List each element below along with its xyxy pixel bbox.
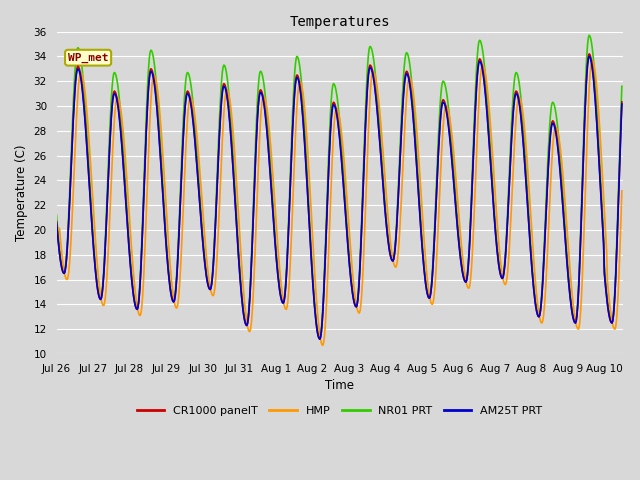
CR1000 panelT [459, 271, 467, 277]
NR01 PRT [132, 301, 140, 307]
NR01 PRT [459, 268, 467, 274]
HMP [473, 151, 481, 157]
NR01 PRT [618, 84, 626, 89]
CR1000 panelT [315, 336, 323, 341]
AM25T PRT [315, 336, 323, 341]
AM25T PRT [316, 336, 324, 342]
NR01 PRT [55, 240, 63, 245]
HMP [315, 326, 323, 332]
HMP [52, 225, 60, 231]
HMP [588, 57, 596, 63]
CR1000 panelT [55, 244, 63, 250]
AM25T PRT [52, 219, 60, 225]
CR1000 panelT [473, 82, 481, 88]
AM25T PRT [55, 244, 63, 250]
CR1000 panelT [52, 219, 60, 225]
Line: NR01 PRT: NR01 PRT [56, 35, 622, 336]
NR01 PRT [316, 334, 324, 339]
AM25T PRT [473, 84, 481, 90]
AM25T PRT [618, 101, 626, 107]
HMP [55, 225, 63, 231]
NR01 PRT [473, 65, 481, 71]
CR1000 panelT [618, 99, 626, 105]
AM25T PRT [294, 75, 301, 81]
HMP [319, 342, 326, 348]
Title: Temperatures: Temperatures [289, 15, 390, 29]
Text: WP_met: WP_met [68, 53, 108, 63]
X-axis label: Time: Time [325, 379, 354, 392]
CR1000 panelT [316, 336, 324, 342]
HMP [132, 293, 140, 299]
NR01 PRT [586, 32, 593, 38]
Line: AM25T PRT: AM25T PRT [56, 56, 622, 339]
Line: CR1000 panelT: CR1000 panelT [56, 54, 622, 339]
AM25T PRT [459, 271, 467, 277]
HMP [459, 256, 467, 262]
Y-axis label: Temperature (C): Temperature (C) [15, 144, 28, 241]
HMP [294, 92, 301, 98]
Line: HMP: HMP [56, 60, 622, 345]
CR1000 panelT [132, 304, 140, 310]
CR1000 panelT [586, 51, 593, 57]
NR01 PRT [52, 212, 60, 218]
AM25T PRT [586, 53, 593, 59]
Legend: CR1000 panelT, HMP, NR01 PRT, AM25T PRT: CR1000 panelT, HMP, NR01 PRT, AM25T PRT [132, 401, 547, 420]
AM25T PRT [132, 304, 140, 310]
CR1000 panelT [294, 73, 301, 79]
HMP [618, 188, 626, 194]
NR01 PRT [315, 333, 323, 339]
NR01 PRT [294, 54, 301, 60]
